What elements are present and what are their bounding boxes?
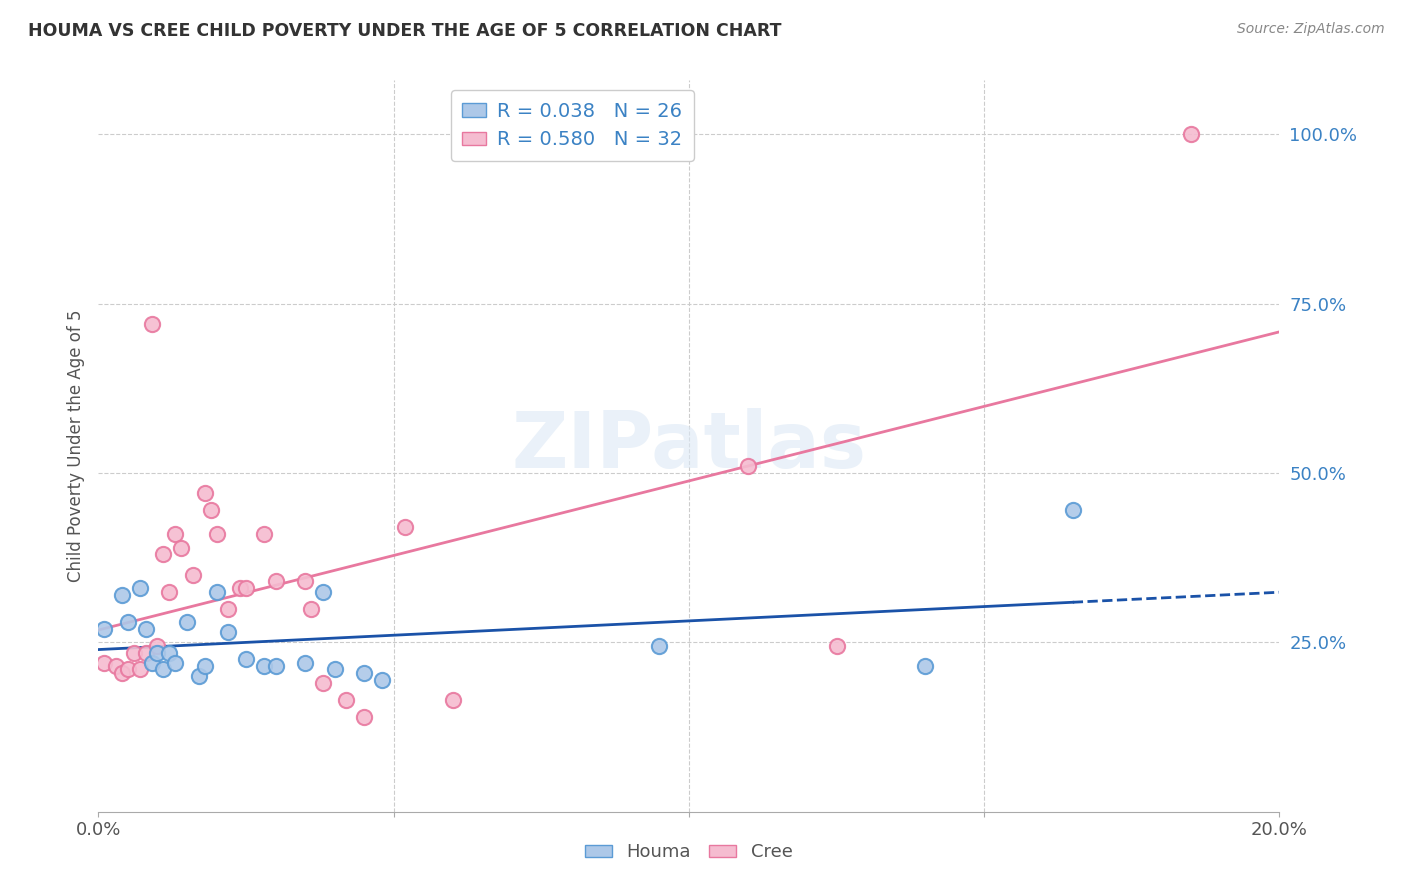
Point — [312, 676, 335, 690]
Point — [146, 646, 169, 660]
Point — [111, 665, 134, 680]
Point — [176, 615, 198, 629]
Point — [170, 541, 193, 555]
Point — [205, 527, 228, 541]
Point — [253, 659, 276, 673]
Point — [353, 665, 375, 680]
Point — [264, 659, 287, 673]
Point — [93, 656, 115, 670]
Text: HOUMA VS CREE CHILD POVERTY UNDER THE AGE OF 5 CORRELATION CHART: HOUMA VS CREE CHILD POVERTY UNDER THE AG… — [28, 22, 782, 40]
Point — [235, 581, 257, 595]
Point — [122, 646, 145, 660]
Point — [141, 317, 163, 331]
Point — [135, 646, 157, 660]
Point — [105, 659, 128, 673]
Point — [117, 615, 139, 629]
Point — [335, 693, 357, 707]
Point — [353, 710, 375, 724]
Point — [187, 669, 209, 683]
Point — [648, 639, 671, 653]
Point — [264, 574, 287, 589]
Point — [200, 503, 222, 517]
Point — [146, 639, 169, 653]
Point — [165, 527, 187, 541]
Point — [914, 659, 936, 673]
Point — [128, 663, 150, 677]
Point — [194, 659, 217, 673]
Point — [181, 567, 204, 582]
Y-axis label: Child Poverty Under the Age of 5: Child Poverty Under the Age of 5 — [66, 310, 84, 582]
Point — [253, 527, 276, 541]
Point — [157, 584, 180, 599]
Point — [294, 574, 316, 589]
Point — [229, 581, 252, 595]
Point — [165, 656, 187, 670]
Point — [312, 584, 335, 599]
Point — [1180, 128, 1202, 142]
Point — [294, 656, 316, 670]
Point — [135, 622, 157, 636]
Point — [235, 652, 257, 666]
Point — [205, 584, 228, 599]
Point — [737, 459, 759, 474]
Point — [217, 625, 239, 640]
Point — [441, 693, 464, 707]
Point — [141, 656, 163, 670]
Point — [825, 639, 848, 653]
Text: Source: ZipAtlas.com: Source: ZipAtlas.com — [1237, 22, 1385, 37]
Point — [152, 547, 174, 561]
Point — [1062, 503, 1084, 517]
Point — [323, 663, 346, 677]
Point — [117, 663, 139, 677]
Point — [217, 601, 239, 615]
Point — [152, 663, 174, 677]
Point — [111, 588, 134, 602]
Point — [157, 646, 180, 660]
Text: ZIPatlas: ZIPatlas — [512, 408, 866, 484]
Point — [394, 520, 416, 534]
Legend: Houma, Cree: Houma, Cree — [578, 836, 800, 869]
Point — [93, 622, 115, 636]
Point — [299, 601, 322, 615]
Point — [194, 486, 217, 500]
Point — [371, 673, 394, 687]
Point — [128, 581, 150, 595]
